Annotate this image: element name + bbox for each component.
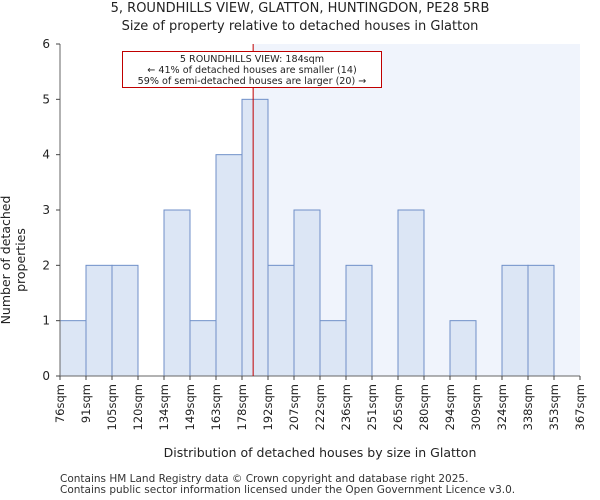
histogram-bar xyxy=(267,264,295,377)
histogram-bar xyxy=(215,154,243,377)
x-tick-label: 120sqm xyxy=(131,384,145,430)
histogram-bar xyxy=(111,264,139,377)
y-tick-label: 5 xyxy=(42,92,50,106)
x-tick-label: 251sqm xyxy=(365,384,379,430)
y-tick-label: 6 xyxy=(42,37,50,51)
x-tick-label: 91sqm xyxy=(79,384,93,423)
chart-subtitle: Size of property relative to detached ho… xyxy=(121,19,479,34)
histogram-bar xyxy=(345,264,373,377)
annotation-line-3: 59% of semi-detached houses are larger (… xyxy=(137,76,367,87)
histogram-bar xyxy=(59,320,87,377)
x-tick-label: 76sqm xyxy=(53,384,67,423)
x-tick-label: 280sqm xyxy=(417,384,431,430)
x-tick-label: 192sqm xyxy=(261,384,275,430)
x-tick-label: 149sqm xyxy=(183,384,197,430)
property-annotation: 5 ROUNDHILLS VIEW: 184sqm ← 41% of detac… xyxy=(122,51,382,88)
footer-line-2: Contains public sector information licen… xyxy=(60,484,516,496)
y-tick-label: 2 xyxy=(42,258,50,272)
x-tick-label: 178sqm xyxy=(235,384,249,430)
x-tick-label: 353sqm xyxy=(547,384,561,430)
footer-line-1: Contains HM Land Registry data © Crown c… xyxy=(60,473,469,485)
histogram-bar xyxy=(241,98,269,377)
histogram-bar xyxy=(449,320,477,377)
x-tick-label: 324sqm xyxy=(495,384,509,430)
annotation-line-2: ← 41% of detached houses are smaller (14… xyxy=(147,65,357,76)
y-tick-label: 0 xyxy=(42,369,50,383)
x-tick-label: 309sqm xyxy=(469,384,483,430)
histogram-bar xyxy=(293,209,321,377)
x-axis-label: Distribution of detached houses by size … xyxy=(163,445,477,460)
histogram-bar xyxy=(397,209,425,377)
histogram-bar xyxy=(501,264,529,377)
y-tick-label: 1 xyxy=(42,314,50,328)
y-axis-label: Number of detached properties xyxy=(0,195,28,325)
annotation-line-1: 5 ROUNDHILLS VIEW: 184sqm xyxy=(179,54,325,65)
x-tick-label: 105sqm xyxy=(105,384,119,430)
x-tick-label: 265sqm xyxy=(391,384,405,430)
histogram-bar xyxy=(163,209,191,377)
x-tick-label: 163sqm xyxy=(209,384,223,430)
histogram-bar xyxy=(189,320,217,377)
x-tick-label: 134sqm xyxy=(157,384,171,430)
y-tick-label: 3 xyxy=(42,203,50,217)
x-tick-label: 367sqm xyxy=(573,384,587,430)
histogram-bar xyxy=(85,264,113,377)
histogram-bar xyxy=(319,320,347,377)
x-tick-label: 338sqm xyxy=(521,384,535,430)
x-tick-label: 207sqm xyxy=(287,384,301,430)
x-tick-label: 294sqm xyxy=(443,384,457,430)
chart-title: 5, ROUNDHILLS VIEW, GLATTON, HUNTINGDON,… xyxy=(110,1,490,16)
x-tick-label: 222sqm xyxy=(313,384,327,430)
y-tick-label: 4 xyxy=(42,148,50,162)
histogram-bar xyxy=(527,264,555,377)
x-tick-label: 236sqm xyxy=(339,384,353,430)
